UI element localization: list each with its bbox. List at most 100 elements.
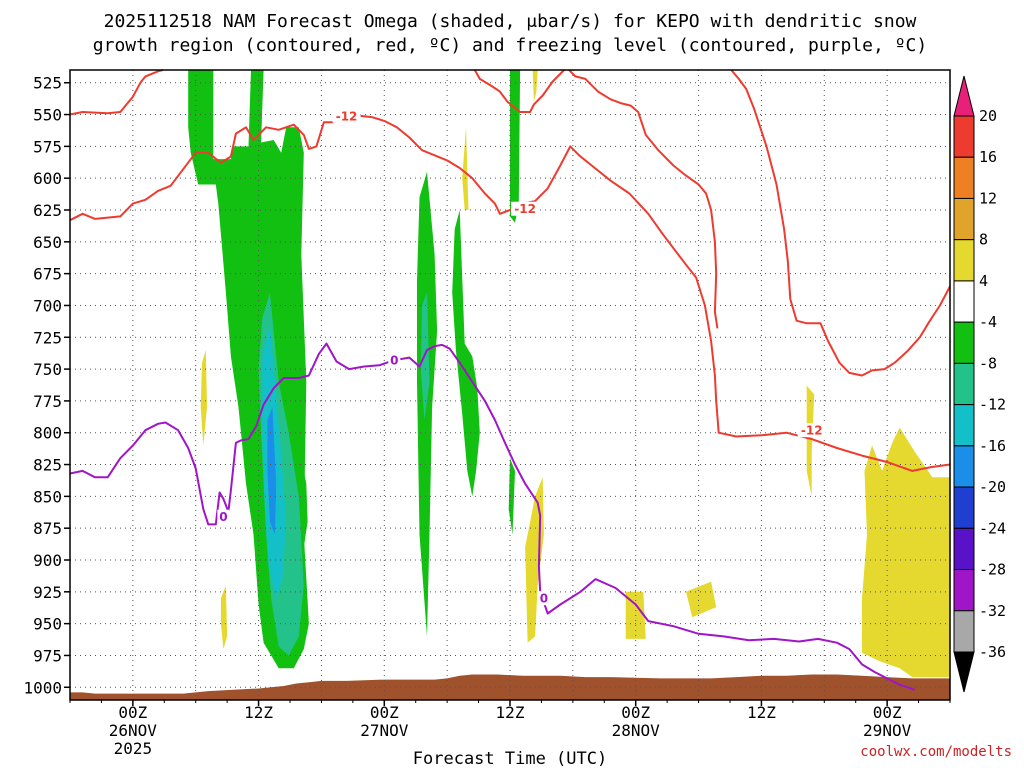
colorbar-tick-label: -36: [979, 643, 1006, 661]
omega-region-11: [200, 350, 207, 446]
y-axis: 525 550 575 600 625 650 675 700 725 750 775 800 825 8…: [23, 74, 70, 697]
colorbar-tick-label: 16: [979, 148, 997, 166]
y-tick-label: 775: [33, 392, 62, 411]
contour-label: -12: [336, 109, 358, 123]
omega-region-18: [806, 385, 815, 497]
omega-region-2: [300, 458, 308, 548]
y-tick-label: 900: [33, 551, 62, 570]
colorbar: 20 16 12 8 4 -4 -8 -12 -16 -20 -24 -28 -32 -36: [953, 75, 1006, 693]
contour-label-bg: [388, 353, 401, 368]
colorbar-segment: [953, 445, 975, 488]
contour-label: -12: [514, 202, 536, 216]
colorbar-bottom-arrow: [953, 651, 975, 693]
colorbar-tick-label: -20: [979, 478, 1006, 496]
x-tick-label: 12Z: [496, 703, 525, 722]
title-line-1: 2025112518 NAM Forecast Omega (shaded, μ…: [104, 11, 917, 32]
colorbar-segment: [953, 156, 975, 199]
contour-label-bg: [332, 108, 361, 123]
colorbar-segment: [953, 569, 975, 612]
colorbar-tick-label: -16: [979, 437, 1006, 455]
contour-label: 0: [540, 592, 548, 606]
colorbar-tick-label: -4: [979, 313, 997, 331]
y-tick-label: 975: [33, 646, 62, 665]
y-tick-label: 700: [33, 296, 62, 315]
y-tick-label: 750: [33, 360, 62, 379]
y-tick-label: 800: [33, 424, 62, 443]
colorbar-segment: [953, 321, 975, 364]
omega-region-10: [267, 407, 277, 535]
contour-label: 0: [390, 354, 398, 368]
omega-region-12: [220, 585, 228, 650]
x-tick-date: 26NOV: [109, 721, 158, 740]
omega-region-19: [862, 427, 950, 678]
contour-label-bg: [511, 201, 540, 216]
y-tick-label: 925: [33, 583, 62, 602]
colorbar-segment: [953, 404, 975, 447]
y-tick-label: 525: [33, 74, 62, 93]
colorbar-tick-label: -12: [979, 396, 1006, 414]
y-tick-label: 850: [33, 487, 62, 506]
colorbar-segment: [953, 486, 975, 529]
y-tick-label: 625: [33, 201, 62, 220]
x-tick-label: 00Z: [370, 703, 399, 722]
y-tick-label: 825: [33, 456, 62, 475]
dgz-contour-4: [730, 69, 951, 377]
x-tick-date: 28NOV: [612, 721, 661, 740]
x-tick-date: 27NOV: [360, 721, 409, 740]
colorbar-segment: [953, 362, 975, 406]
x-tick-label: 00Z: [621, 703, 650, 722]
x-tick-label: 12Z: [747, 703, 776, 722]
contours: [69, 69, 951, 691]
x-tick-label: 00Z: [118, 703, 147, 722]
colorbar-segment: [953, 527, 975, 571]
dgz-contour-2: [473, 69, 565, 113]
freezing-contour-0: [69, 342, 916, 691]
colorbar-segment: [953, 115, 975, 158]
y-tick-label: 575: [33, 137, 62, 156]
colorbar-tick-label: -24: [979, 519, 1006, 537]
omega-region-4: [452, 210, 480, 497]
omega-region-3: [417, 171, 438, 637]
y-tick-label: 600: [33, 169, 62, 188]
contour-label: 0: [219, 510, 227, 524]
colorbar-tick-label: -28: [979, 561, 1006, 579]
x-tick-label: 12Z: [244, 703, 273, 722]
colorbar-tick-label: -32: [979, 602, 1006, 620]
y-tick-label: 950: [33, 615, 62, 634]
x-tick-year: 2025: [114, 739, 153, 758]
contour-labels: -12 -12 -12 0 0 0: [217, 108, 826, 606]
x-tick-date: 29NOV: [863, 721, 912, 740]
dgz-contour-1: [69, 69, 164, 116]
colorbar-tick-label: 4: [979, 272, 988, 290]
contour-label: -12: [801, 424, 823, 438]
y-tick-label: 550: [33, 106, 62, 125]
contour-label-bg: [537, 591, 550, 606]
colorbar-tick-label: 8: [979, 231, 988, 249]
x-tick-label: 00Z: [873, 703, 902, 722]
colorbar-segment: [953, 610, 975, 653]
omega-region-14: [532, 70, 538, 102]
dgz-contour-0: [69, 113, 951, 472]
contour-label-bg: [797, 423, 826, 438]
y-tick-label: 675: [33, 265, 62, 284]
dgz-contour-3: [568, 69, 719, 329]
omega-region-13: [462, 127, 469, 210]
y-tick-label: 875: [33, 519, 62, 538]
omega-region-17: [686, 581, 717, 618]
contour-label-bg: [217, 509, 230, 524]
colorbar-tick-label: 20: [979, 107, 997, 125]
title-line-2: growth region (contoured, red, ºC) and f…: [93, 35, 927, 56]
omega-shading: [188, 70, 950, 678]
colorbar-tick-label: 12: [979, 189, 997, 207]
colorbar-top-arrow: [953, 75, 975, 117]
y-tick-label: 725: [33, 328, 62, 347]
colorbar-segment: [953, 239, 975, 282]
y-tick-label: 650: [33, 233, 62, 252]
colorbar-tick-label: -8: [979, 354, 997, 372]
y-tick-label: 1000: [23, 678, 62, 697]
credit-text: coolwx.com/modelts: [860, 744, 1012, 760]
colorbar-segment: [953, 197, 975, 241]
colorbar-segment: [953, 280, 975, 323]
